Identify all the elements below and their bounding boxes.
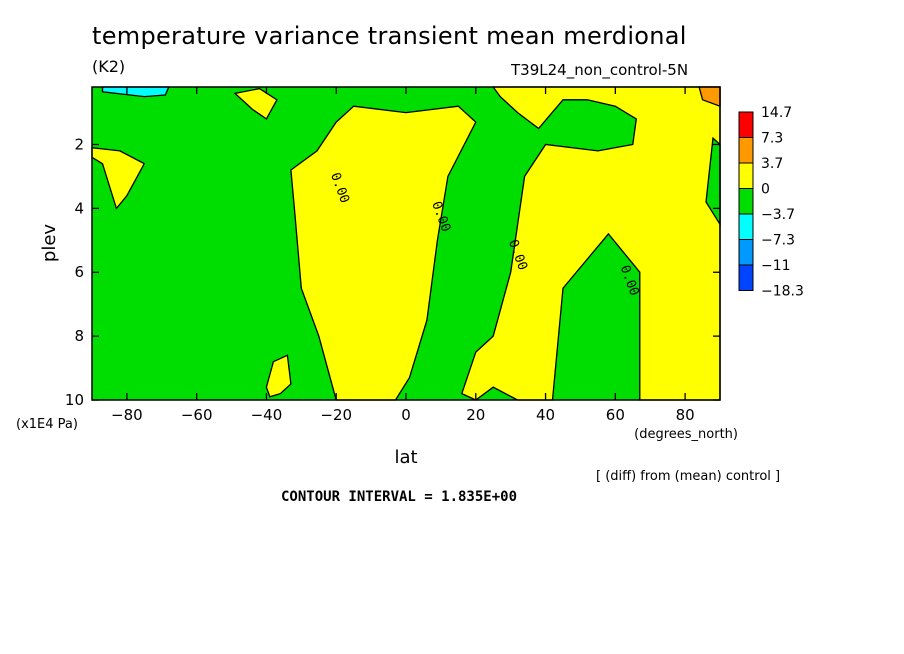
chart-title: temperature variance transient mean merd… (92, 22, 687, 50)
legend-label: −11 (761, 258, 791, 274)
x-axis-label: lat (394, 447, 417, 468)
y-tick-label: 8 (74, 327, 84, 345)
yellow-patch-west (91, 146, 146, 210)
x-tick-label: 20 (466, 406, 485, 424)
x-tick-label: −60 (181, 406, 213, 424)
legend-swatch (738, 111, 754, 138)
legend-swatch (738, 137, 754, 164)
yellow-patch-top (233, 87, 278, 120)
units-label: (K2) (92, 57, 126, 76)
legend-swatch (738, 188, 754, 215)
x-tick-label: 40 (536, 406, 555, 424)
y-unit-label: (x1E4 Pa) (16, 417, 78, 432)
run-label: T39L24_non_control-5N (511, 61, 689, 79)
y-tick-label: 2 (74, 135, 84, 153)
legend-swatch (738, 213, 754, 240)
legend-label: 14.7 (761, 105, 792, 121)
legend-label: 3.7 (761, 156, 783, 172)
legend-swatch (738, 264, 754, 291)
contour-interval-label: CONTOUR INTERVAL = 1.835E+00 (281, 489, 518, 505)
yellow-patch-southwest (265, 354, 292, 398)
legend-label: 7.3 (761, 131, 783, 147)
y-axis-label: plev (39, 224, 60, 263)
x-tick-label: −20 (320, 406, 352, 424)
x-tick-label: −40 (251, 406, 283, 424)
x-tick-label: 0 (401, 406, 411, 424)
diff-note: [ (diff) from (mean) control ] (596, 469, 781, 484)
legend-label: −18.3 (761, 284, 804, 300)
x-unit-label: (degrees_north) (634, 427, 738, 442)
y-tick-label: 10 (65, 391, 84, 409)
yellow-east (460, 86, 721, 401)
y-tick-label: 4 (74, 199, 84, 217)
yellow-column-south (290, 105, 477, 401)
x-tick-label: 60 (606, 406, 625, 424)
y-tick-label: 6 (74, 263, 84, 281)
x-tick-label: 80 (676, 406, 695, 424)
legend-label: −3.7 (761, 207, 795, 223)
legend-label: 0 (761, 182, 770, 198)
legend-label: −7.3 (761, 233, 795, 249)
legend-swatch (738, 239, 754, 266)
x-tick-label: −80 (111, 406, 143, 424)
legend-swatch (738, 162, 754, 189)
